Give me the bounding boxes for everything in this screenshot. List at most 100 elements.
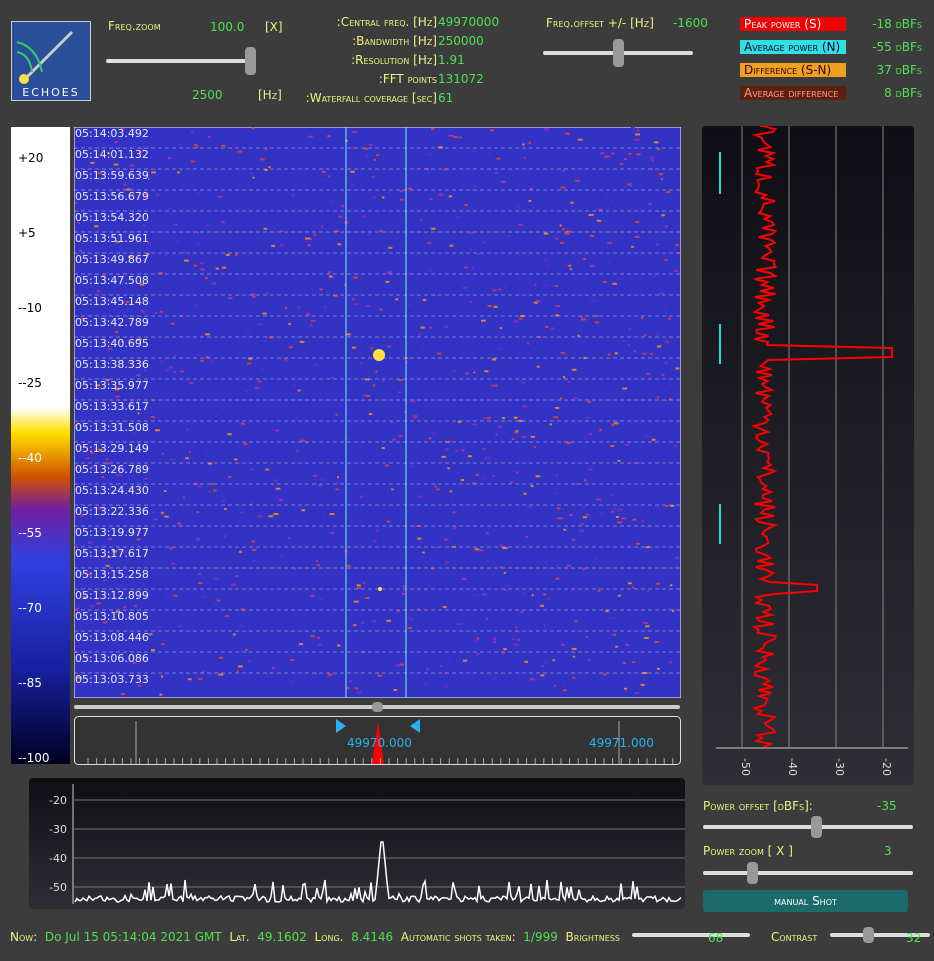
legend-tag: Average difference [740,86,846,100]
noise [531,594,534,597]
noise [362,394,368,397]
timestamp: 05:13:06.086 [75,652,149,665]
noise [539,604,544,607]
noise [611,510,614,513]
noise [407,627,412,630]
noise [511,438,515,441]
timestamp: 05:13:31.508 [75,421,149,434]
noise [173,354,177,357]
noise [475,473,479,476]
noise [503,648,507,651]
noise [324,178,327,181]
noise [427,153,433,156]
noise [169,366,173,369]
noise [397,391,402,394]
noise [555,474,559,477]
knob[interactable] [372,702,383,712]
noise [295,450,300,453]
noise [376,529,379,532]
noise [431,128,435,131]
noise [138,338,142,341]
knob[interactable] [613,39,624,67]
noise [481,319,486,322]
slider[interactable] [543,39,693,67]
slider[interactable] [632,933,750,937]
noise [387,271,392,274]
label: Lat. [229,930,250,944]
noise [464,204,468,207]
noise [432,512,435,515]
noise [108,347,113,350]
noise [87,573,93,576]
noise [308,135,313,138]
slider[interactable] [703,862,913,884]
noise [125,181,129,184]
noise [250,293,256,296]
noise [668,242,672,245]
slider[interactable] [830,927,930,943]
slider[interactable] [106,47,256,75]
noise [139,309,143,312]
noise [649,352,654,355]
noise [496,157,501,160]
knob[interactable] [863,927,874,943]
unit: [X] [265,20,283,34]
noise [365,378,370,381]
legend-tag: Difference (S-N) [740,63,846,77]
noise [375,154,380,157]
noise [131,128,135,131]
noise [641,520,645,523]
noise [621,517,626,520]
timestamp: 05:13:17.617 [75,547,149,560]
noise [642,352,647,355]
noise [651,159,654,162]
noise [91,466,95,469]
noise [582,516,587,519]
noise [617,459,621,462]
noise [101,275,106,278]
noise [469,301,473,304]
noise [504,588,508,591]
axis-label: -30 [49,823,67,836]
noise [86,457,90,460]
timestamp: 05:13:33.617 [75,400,149,413]
noise [608,617,614,620]
noise [664,361,668,364]
noise [385,464,390,467]
label: Power zoom [ X ] [703,844,793,858]
timestamp: 05:14:03.492 [75,127,149,140]
noise [196,511,200,514]
noise [543,284,548,287]
value: 8 dBFs [884,86,922,100]
knob[interactable] [811,816,822,838]
noise [307,244,311,247]
noise [126,188,131,191]
noise [491,384,495,387]
label: Long. [314,930,344,944]
noise [375,370,378,373]
slider[interactable] [703,816,913,838]
unit: [Hz] [258,88,282,102]
noise [438,146,443,149]
noise [492,677,497,680]
noise [189,382,194,385]
noise [291,193,295,196]
noise [146,253,150,256]
noise [675,367,680,370]
knob[interactable] [245,47,256,75]
noise [290,680,296,683]
noise [370,347,374,350]
manual-shot-button[interactable]: manual Shot [703,890,908,912]
noise [559,241,565,244]
noise [167,207,172,210]
noise [513,643,519,646]
knob[interactable] [747,862,758,884]
noise [529,678,535,681]
value: 61 [438,91,454,105]
value: -55 dBFs [872,40,922,54]
freq-slider[interactable] [74,702,680,712]
noise [462,659,468,662]
noise [356,584,361,587]
timestamp: 05:13:29.149 [75,442,149,455]
